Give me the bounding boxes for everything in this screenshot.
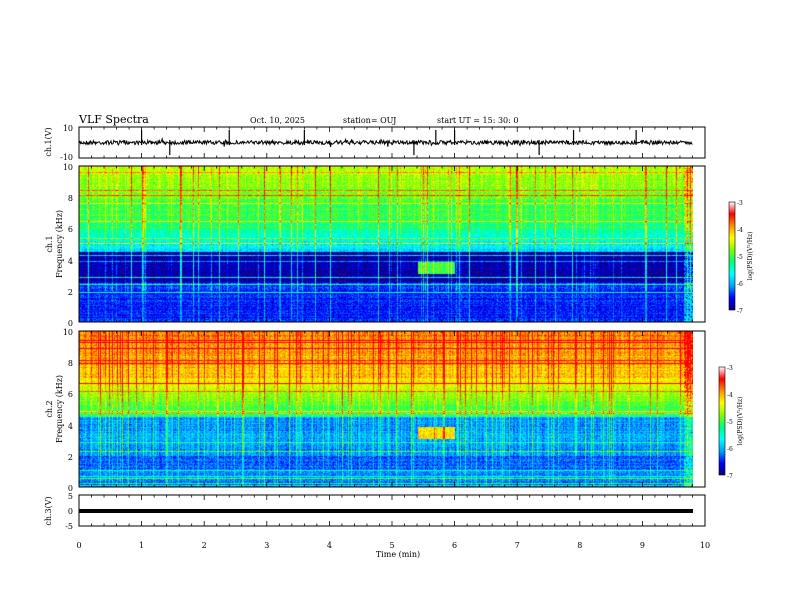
ch1-spectrogram-ylabel: ch.1Frequency (kHz): [45, 210, 64, 278]
ch1-spectrogram-ticks: [78, 166, 706, 322]
ch1-ytick-10: 10: [63, 163, 73, 172]
ch1-cbar-tick-m4: -4: [737, 227, 743, 234]
ch1-ytick-6: 6: [68, 225, 73, 234]
time-tick-10: 10: [700, 541, 710, 550]
ch2-colorbar: [718, 366, 726, 476]
ch3-waveform-panel: 5 0 -5 ch.3(V): [44, 492, 706, 531]
ch3-ytick-m5: -5: [65, 522, 73, 531]
ch2-ytick-0: 0: [68, 484, 73, 493]
ch3-ylabel: ch.3(V): [44, 496, 53, 525]
ch1-cbar-tick-m6: -6: [737, 281, 743, 288]
ch1-ytick-0: 0: [68, 319, 73, 328]
ch1-waveform-trace: [78, 136, 693, 147]
time-tick-5: 5: [389, 541, 394, 550]
ch1-ytick-8: 8: [68, 194, 73, 203]
ch2-cbar-tick-m3: -3: [727, 365, 733, 372]
ch1-cbar-tick-m5: -5: [737, 254, 743, 261]
ch1-freq-tick-labels: 10 8 6 4 2 0: [63, 163, 73, 328]
ch2-ytick-2: 2: [68, 453, 73, 462]
time-tick-1: 1: [139, 541, 144, 550]
time-tick-0: 0: [76, 541, 81, 550]
ch1-colorbar-ticks: -3 -4 -5 -6 -7: [737, 200, 743, 315]
ch2-ytick-4: 4: [68, 422, 73, 431]
time-tick-9: 9: [640, 541, 645, 550]
time-axis-tick-labels: 0 1 2 3 4 5 6 7 8 9 10: [76, 541, 710, 550]
ch1-spikes: [141, 130, 637, 155]
ch3-ytick-5: 5: [68, 492, 73, 501]
ch2-spectrogram-image: [79, 331, 693, 487]
ch1-spectrogram-image: [79, 166, 693, 322]
ch1-colorbar-label: log(PSD)(V²/Hz): [747, 232, 754, 281]
ch1-cbar-tick-m7: -7: [737, 308, 743, 315]
time-tick-8: 8: [577, 541, 582, 550]
ch2-ytick-8: 8: [68, 359, 73, 368]
ch1-spectrogram-panel: 10 8 6 4 2 0 ch.1Frequency (kHz) -3 -4 -…: [45, 163, 754, 328]
ch2-spectrogram-ylabel: ch.2Frequency (kHz): [45, 375, 64, 443]
ch2-spectrogram-panel: 10 8 6 4 2 0 ch.2Frequency (kHz) -3 -4 -…: [45, 328, 744, 493]
time-tick-3: 3: [264, 541, 269, 550]
ch2-ytick-6: 6: [68, 390, 73, 399]
time-tick-2: 2: [202, 541, 207, 550]
ch2-colorbar-ticks: -3 -4 -5 -6 -7: [727, 365, 733, 480]
ch3-waveform-ticks: [78, 495, 706, 526]
ch1-ylabel: ch.1(V): [44, 127, 53, 156]
time-tick-7: 7: [515, 541, 520, 550]
time-tick-4: 4: [327, 541, 332, 550]
ch2-cbar-tick-m7: -7: [727, 473, 733, 480]
header-station: station= OUJ: [343, 116, 396, 125]
ch2-cbar-tick-m6: -6: [727, 446, 733, 453]
ch1-ytick-top: 10: [63, 124, 73, 133]
header-date: Oct. 10, 2025: [250, 116, 305, 125]
ch2-cbar-tick-m4: -4: [727, 392, 733, 399]
ch1-ytick-2: 2: [68, 288, 73, 297]
ch2-colorbar-label: log(PSD)(V²/Hz): [737, 397, 744, 446]
ch1-ytick-4: 4: [68, 257, 73, 266]
ch1-ytick-bottom: -10: [60, 153, 73, 162]
ch2-ytick-10: 10: [63, 328, 73, 337]
ch2-cbar-tick-m5: -5: [727, 419, 733, 426]
figure-title: VLF Spectra: [78, 113, 149, 126]
ch3-waveform-trace: [79, 509, 693, 513]
time-axis-label: Time (min): [376, 550, 420, 559]
time-tick-6: 6: [452, 541, 457, 550]
ch1-colorbar: [728, 201, 736, 311]
ch3-ytick-0: 0: [68, 507, 73, 516]
ch2-freq-tick-labels: 10 8 6 4 2 0: [63, 328, 73, 493]
header-start-time: start UT = 15: 30: 0: [437, 116, 518, 125]
ch1-cbar-tick-m3: -3: [737, 200, 743, 207]
ch1-waveform-panel: 10 -10 ch.1(V): [44, 124, 706, 162]
ch2-spectrogram-ticks: [78, 331, 706, 487]
ch1-waveform-ticks: [78, 127, 706, 158]
